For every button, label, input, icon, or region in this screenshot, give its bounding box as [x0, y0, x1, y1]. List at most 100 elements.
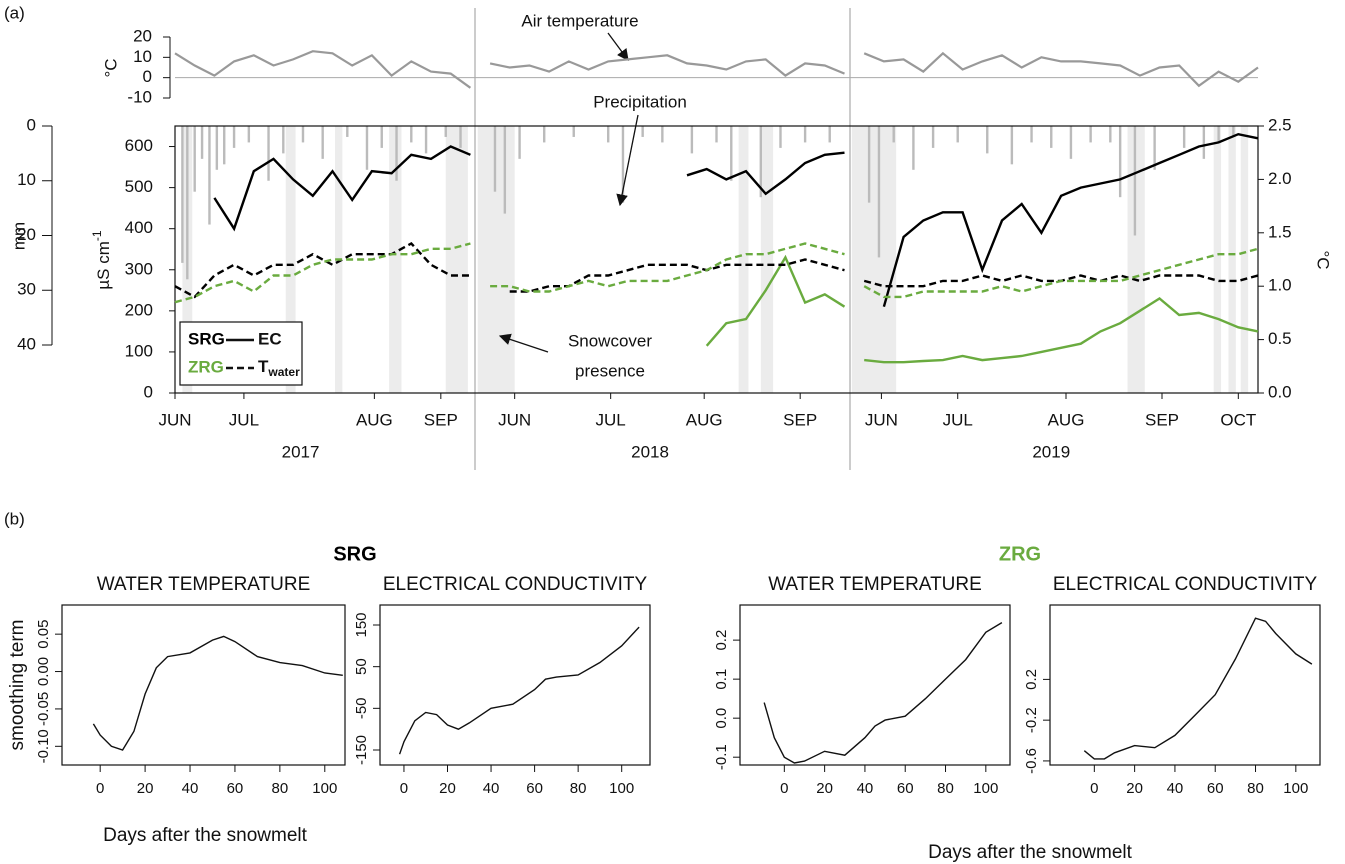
- y-tick-label: 100: [125, 341, 153, 360]
- precip-bar: [186, 126, 189, 280]
- legend-variable: Twater: [258, 357, 300, 379]
- precip-bar: [1030, 126, 1033, 143]
- y-tick-label: 0.0: [713, 708, 730, 729]
- y-tick-label: 0: [143, 67, 152, 86]
- snowcover: [738, 126, 749, 393]
- x-tick-label: JUN: [158, 410, 191, 429]
- precip-bar: [1089, 126, 1092, 143]
- precip-bar: [867, 126, 871, 203]
- precip-bar: [215, 126, 219, 170]
- annotation: Air temperature: [521, 11, 638, 30]
- precip-bar: [321, 126, 324, 159]
- y-axis-label: µS cm-1: [90, 230, 113, 290]
- precip-bar: [956, 126, 959, 143]
- snowcover: [445, 126, 468, 393]
- y-tick-label: 400: [125, 218, 153, 237]
- x-tick-label: 60: [526, 780, 543, 797]
- legend-box: [179, 321, 303, 386]
- precip-bar: [247, 126, 251, 143]
- precip-bar: [1133, 126, 1137, 236]
- y-tick-label: 0.1: [713, 669, 730, 690]
- arrow: [498, 333, 549, 353]
- y2-axis-label: °C: [1314, 250, 1333, 269]
- x-tick-label: 20: [137, 780, 154, 797]
- precip-bar: [1118, 126, 1122, 198]
- x-tick-label: AUG: [686, 410, 723, 429]
- x-tick-label: AUG: [356, 410, 393, 429]
- series-line: [705, 254, 1259, 364]
- snowcover: [1213, 126, 1222, 393]
- y2-tick-label: 0.0: [1268, 382, 1292, 401]
- y-axis-label: smoothing term: [7, 620, 28, 751]
- x-tick-label: 60: [897, 780, 914, 797]
- y2-tick-label: 0.5: [1268, 329, 1292, 348]
- smooth-line: [398, 626, 640, 755]
- y-tick-label: 30: [17, 280, 36, 299]
- year-label: 2018: [631, 442, 669, 461]
- precip-bar: [208, 126, 211, 225]
- y-tick-label: -0.05: [35, 692, 52, 726]
- x-tick-label: SEP: [783, 410, 817, 429]
- x-tick-label: SEP: [1145, 410, 1179, 429]
- precip-bar: [365, 126, 369, 170]
- annotation: Precipitation: [593, 92, 687, 111]
- panel-label: (b): [4, 509, 25, 528]
- y-axis-label-sup: -1: [90, 230, 104, 241]
- precip-bar: [931, 126, 935, 148]
- precip-bar: [803, 126, 807, 143]
- snowcover: [1228, 126, 1236, 393]
- y-tick-label: -0.10: [35, 729, 52, 763]
- x-tick-label: AUG: [1048, 410, 1085, 429]
- snowcover: [851, 126, 897, 393]
- precip-bar: [424, 126, 428, 154]
- x-tick-label: 20: [1126, 780, 1143, 797]
- x-tick-label: 40: [1167, 780, 1184, 797]
- plot-frame: [174, 125, 1259, 394]
- x-tick-label: 0: [400, 780, 408, 797]
- y-tick-label: 10: [17, 170, 36, 189]
- precip-bar: [877, 126, 881, 258]
- y-tick-label: 0: [27, 115, 36, 134]
- x-tick-label: 100: [1283, 780, 1308, 797]
- precip-bar: [181, 126, 184, 263]
- precip-bar: [892, 126, 895, 143]
- y-tick-label: 0.00: [35, 657, 52, 686]
- annotation: presence: [575, 361, 645, 380]
- precip-bar: [1182, 126, 1186, 148]
- precip-bar: [267, 126, 270, 181]
- y-tick-label: -50: [353, 697, 370, 719]
- y2-tick-label: 2.5: [1268, 115, 1292, 134]
- x-tick-label: 100: [609, 780, 634, 797]
- y-tick-label: 0.05: [35, 620, 52, 649]
- y-tick-label: 0.2: [713, 630, 730, 651]
- precip-bar: [232, 126, 236, 148]
- arrow: [607, 32, 629, 61]
- x-tick-label: 60: [1207, 780, 1224, 797]
- precip-bar: [346, 126, 349, 137]
- smooth-line: [92, 635, 343, 751]
- precip-bar: [200, 126, 204, 159]
- y-tick-label: 600: [125, 136, 153, 155]
- year-label: 2017: [282, 442, 320, 461]
- precip-bar: [641, 126, 644, 137]
- precip-bar: [503, 126, 507, 214]
- x-tick-label: 80: [937, 780, 954, 797]
- y-tick-label: 20: [17, 225, 36, 244]
- legend-site: ZRG: [188, 357, 224, 376]
- precip-bar: [715, 126, 718, 143]
- y-tick-label: -150: [353, 735, 370, 765]
- precip-bar: [518, 126, 521, 159]
- plot-frame: [379, 604, 651, 766]
- x-tick-label: 60: [227, 780, 244, 797]
- precip-bar: [1202, 126, 1206, 159]
- series-line: [174, 242, 1259, 304]
- precip-bar: [1232, 126, 1235, 137]
- snowcover: [389, 126, 402, 393]
- precip-bar: [1010, 126, 1014, 165]
- precip-bar: [410, 126, 413, 143]
- x-axis-label: Days after the snowmelt: [928, 842, 1133, 863]
- precip-bar: [779, 126, 782, 148]
- y-axis-label: mm: [9, 222, 28, 250]
- plot-title: ELECTRICAL CONDUCTIVITY: [1053, 574, 1318, 595]
